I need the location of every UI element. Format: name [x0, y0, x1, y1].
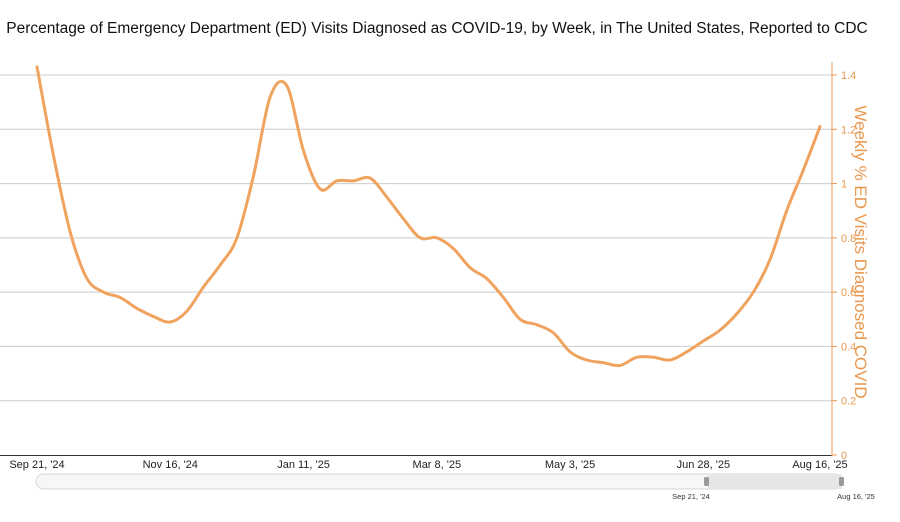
y-tick-label: 0.6	[841, 287, 856, 299]
data-point[interactable]	[66, 228, 74, 236]
y-axis-label: Weekly % ED Visits Diagnosed COVID	[851, 105, 870, 398]
data-point[interactable]	[83, 275, 91, 283]
data-point[interactable]	[416, 234, 424, 242]
data-point[interactable]	[100, 288, 108, 296]
x-tick-label: Jan 11, '25	[277, 459, 330, 471]
data-point[interactable]	[749, 288, 757, 296]
data-point[interactable]	[599, 359, 607, 367]
data-point[interactable]	[466, 264, 474, 272]
data-point[interactable]	[433, 234, 441, 242]
x-axis: Sep 21, '24 Nov 16, '24 Jan 11, '25 Mar 8, …	[0, 455, 848, 471]
y-tick-label: 0.4	[841, 341, 856, 353]
x-tick-label: Aug 16, '25	[792, 459, 847, 471]
data-point[interactable]	[533, 321, 541, 329]
y-tick-label: 1	[841, 179, 847, 191]
y-tick-label: 0.8	[841, 233, 856, 245]
data-point[interactable]	[316, 185, 324, 193]
data-point[interactable]	[666, 356, 674, 364]
data-point[interactable]	[216, 261, 224, 269]
data-point[interactable]	[799, 166, 807, 174]
data-point[interactable]	[116, 294, 124, 302]
data-points	[33, 63, 824, 370]
data-point[interactable]	[150, 313, 158, 321]
range-navigator[interactable]: Sep 21, '24 Aug 16, '25	[35, 473, 875, 501]
data-point[interactable]	[133, 304, 141, 312]
data-point[interactable]	[50, 152, 58, 160]
data-point[interactable]	[766, 256, 774, 264]
navigator-left-handle[interactable]	[704, 477, 709, 486]
navigator-right-handle[interactable]	[839, 477, 844, 486]
navigator-start-label: Sep 21, '24	[672, 492, 710, 501]
data-point[interactable]	[183, 307, 191, 315]
y-tick-label: 0	[841, 450, 847, 462]
data-point[interactable]	[350, 177, 358, 185]
data-point[interactable]	[699, 337, 707, 345]
series-line-covid-ed-visits	[35, 65, 822, 368]
navigator-selection[interactable]	[708, 474, 842, 489]
data-point[interactable]	[549, 329, 557, 337]
data-point[interactable]	[300, 147, 308, 155]
data-point[interactable]	[633, 353, 641, 361]
x-tick-label: Nov 16, '24	[143, 459, 198, 471]
data-point[interactable]	[616, 361, 624, 369]
x-tick-label: Jun 28, '25	[677, 459, 730, 471]
y-axis: 0 0.2 0.4 0.6 0.8 1 1.2 1.4	[831, 62, 856, 462]
x-tick-label: Mar 8, '25	[413, 459, 462, 471]
data-point[interactable]	[583, 356, 591, 364]
data-point[interactable]	[499, 294, 507, 302]
data-point[interactable]	[400, 215, 408, 223]
data-point[interactable]	[783, 207, 791, 215]
data-point[interactable]	[733, 310, 741, 318]
data-point[interactable]	[250, 171, 258, 179]
y-tick-label: 1.2	[841, 124, 856, 136]
data-point[interactable]	[166, 318, 174, 326]
data-point[interactable]	[449, 245, 457, 253]
data-point[interactable]	[566, 348, 574, 356]
data-point[interactable]	[366, 174, 374, 182]
y-tick-label: 0.2	[841, 396, 856, 408]
chart-title: Percentage of Emergency Department (ED) …	[6, 20, 868, 37]
x-tick-label: Sep 21, '24	[9, 459, 64, 471]
data-point[interactable]	[266, 93, 274, 101]
data-point[interactable]	[233, 234, 241, 242]
data-point[interactable]	[33, 63, 41, 71]
data-point[interactable]	[516, 315, 524, 323]
data-point[interactable]	[649, 353, 657, 361]
data-point[interactable]	[333, 177, 341, 185]
data-point[interactable]	[816, 123, 824, 131]
data-point[interactable]	[483, 275, 491, 283]
data-point[interactable]	[200, 283, 208, 291]
x-tick-label: May 3, '25	[545, 459, 595, 471]
data-point[interactable]	[283, 82, 291, 90]
gridlines	[0, 74, 832, 402]
data-point[interactable]	[383, 193, 391, 201]
data-point[interactable]	[716, 326, 724, 334]
y-tick-label: 1.4	[841, 70, 856, 82]
data-point[interactable]	[683, 348, 691, 356]
navigator-end-label: Aug 16, '25	[837, 492, 875, 501]
